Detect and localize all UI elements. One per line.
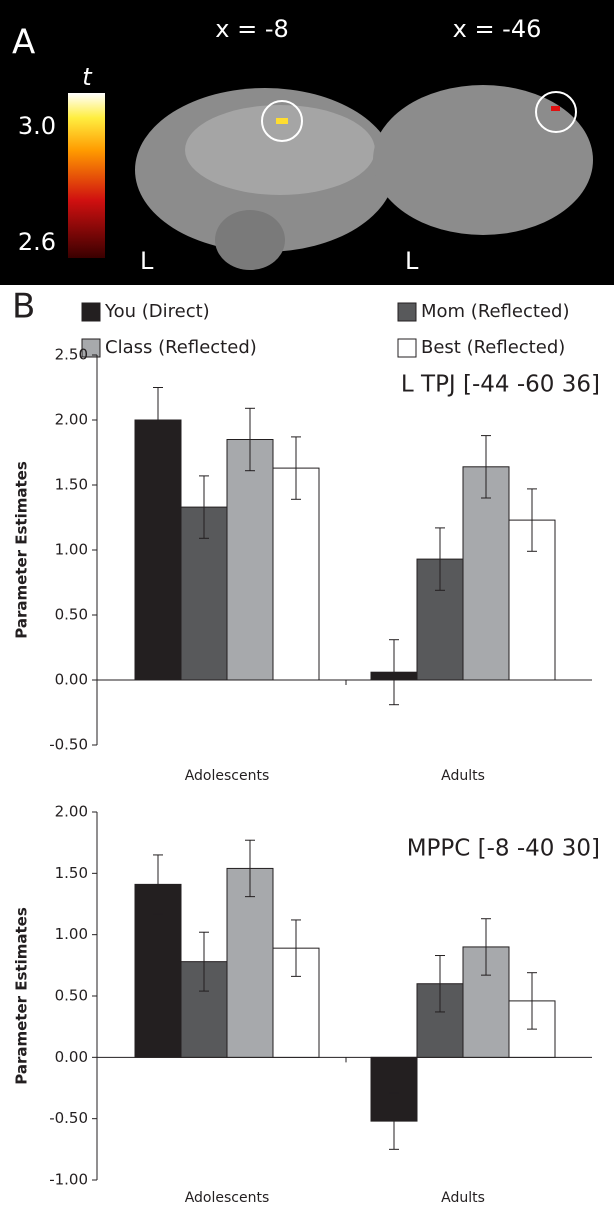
slice-label: x = -8 <box>215 15 289 43</box>
y-tick-label: 2.00 <box>55 411 88 429</box>
activation <box>551 106 560 111</box>
x-tick-label: Adults <box>441 1190 485 1206</box>
y-tick-label: 1.00 <box>55 541 88 559</box>
y-tick-label: 2.00 <box>55 803 88 821</box>
legend-label: You (Direct) <box>104 301 210 322</box>
figure: A x = -8 x = -46 t L L B 3.0 2.6 You (Dire… <box>0 0 614 1212</box>
y-tick-label: 1.00 <box>55 925 88 943</box>
bar <box>227 440 273 681</box>
colorbar-tick-label: 3.0 <box>18 112 56 140</box>
legend-swatch <box>82 303 100 321</box>
x-tick-label: Adolescents <box>185 768 270 784</box>
y-tick-label: -1.00 <box>49 1171 88 1189</box>
y-tick-label: 0.50 <box>55 606 88 624</box>
legend-label: Best (Reflected) <box>421 337 565 358</box>
y-tick-label: 2.50 <box>55 346 88 364</box>
y-axis-title: Parameter Estimates <box>13 461 31 639</box>
colorbar <box>68 93 105 258</box>
hemisphere-label: L <box>405 247 419 275</box>
activation <box>276 118 288 124</box>
bar <box>463 467 509 680</box>
y-tick-label: 0.00 <box>55 671 88 689</box>
chart-title: MPPC [-8 -40 30] <box>407 836 600 862</box>
x-tick-label: Adolescents <box>185 1190 270 1206</box>
slice-label: x = -46 <box>453 15 542 43</box>
legend-swatch <box>398 339 416 357</box>
panel-label: B <box>12 287 35 327</box>
brain-detail <box>215 210 285 270</box>
x-tick-label: Adults <box>441 768 485 784</box>
bar <box>273 468 319 680</box>
y-tick-label: 1.50 <box>55 476 88 494</box>
bar <box>135 420 181 680</box>
colorbar-title: t <box>82 63 93 91</box>
y-tick-label: 1.50 <box>55 864 88 882</box>
y-tick-label: -0.50 <box>49 1109 88 1127</box>
colorbar-tick-label: 2.6 <box>18 228 56 256</box>
chart-title: L TPJ [-44 -60 36] <box>401 372 600 398</box>
hemisphere-label: L <box>140 247 154 275</box>
legend-label: Class (Reflected) <box>105 337 257 358</box>
y-tick-label: 0.00 <box>55 1048 88 1066</box>
y-tick-label: -0.50 <box>49 736 88 754</box>
legend-label: Mom (Reflected) <box>421 301 569 322</box>
panel-label: A <box>12 23 35 63</box>
legend-swatch <box>398 303 416 321</box>
y-axis-title: Parameter Estimates <box>13 907 31 1085</box>
y-tick-label: 0.50 <box>55 987 88 1005</box>
